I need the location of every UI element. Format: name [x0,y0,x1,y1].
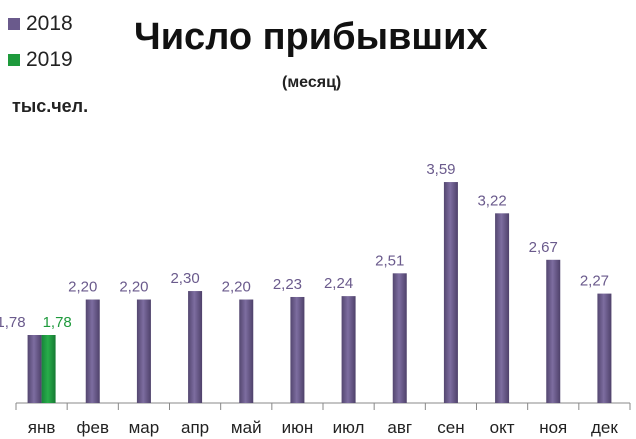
data-label-2018: 3,59 [426,161,455,178]
x-tick-label: июн [282,418,314,437]
x-tick-label: фев [77,418,109,437]
x-tick-label: июл [333,418,365,437]
legend-swatch-2018 [8,18,20,30]
x-tick-label: май [231,418,262,437]
x-tick-label: окт [490,418,515,437]
x-tick-label: сен [437,418,464,437]
bar-2018 [341,296,356,403]
legend-label-2019: 2019 [26,48,73,71]
bar-2018 [392,273,407,403]
bar-2018 [443,182,458,403]
x-tick-label: янв [28,418,56,437]
legend-label-2018: 2018 [26,12,73,35]
legend-item-2018: 2018 [8,6,73,42]
data-label-2018: 2,20 [222,279,251,296]
data-label-2018: 2,20 [68,279,97,296]
data-label-2018: 2,27 [580,273,609,290]
x-tick-label: авг [387,418,412,437]
data-label-2018: 3,22 [477,192,506,209]
bar-2018 [136,299,151,403]
data-label-2018: 2,23 [273,276,302,293]
legend: 2018 2019 [8,6,73,78]
data-label-2018: 2,30 [170,270,199,287]
data-label-2018: 2,24 [324,275,353,292]
data-label-2018: 2,20 [119,279,148,296]
x-tick-label: ноя [539,418,567,437]
x-tick-label: мар [129,418,160,437]
chart-subtitle: (месяц) [282,74,342,91]
bar-2018 [546,259,561,403]
bar-2018 [188,291,203,403]
data-label-2018: 1,78 [0,314,26,331]
chart-title: Число прибывших [134,16,488,58]
bar-2019 [41,335,56,403]
bar-2018 [597,293,612,403]
x-tick-label: апр [181,418,209,437]
data-label-2019: 1,78 [43,314,72,331]
data-label-2018: 2,67 [529,239,558,256]
x-tick-label: дек [591,418,618,437]
bar-2018 [290,296,305,403]
bar-2018 [85,299,100,403]
data-label-2018: 2,51 [375,252,404,269]
legend-swatch-2019 [8,54,20,66]
bar-2018 [27,335,42,403]
bar-2018 [495,213,510,403]
y-unit-label: тыс.чел. [12,96,89,116]
bar-2018 [239,299,254,403]
legend-item-2019: 2019 [8,42,73,78]
